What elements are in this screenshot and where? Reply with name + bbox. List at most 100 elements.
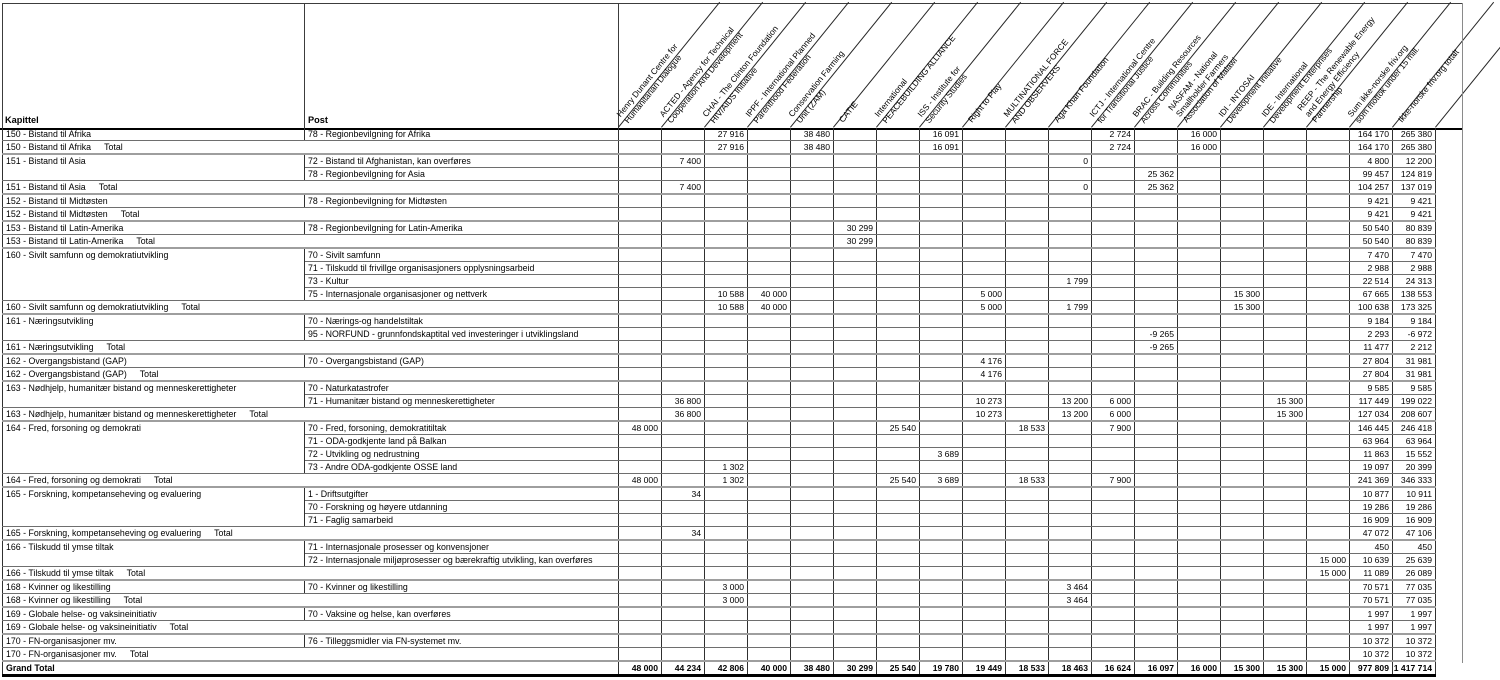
value-cell: 10 273 [962, 394, 1006, 408]
value-cell: 15 300 [1263, 394, 1307, 408]
value-cell [919, 314, 963, 328]
org-total-cell: 137 019 [1392, 180, 1436, 195]
value-cell: 3 689 [919, 447, 963, 461]
value-cell [919, 421, 963, 435]
subtotal-row: 170 - FN-organisasjoner mv. Total 10 372 10… [2, 647, 1436, 662]
value-cell [1263, 473, 1307, 488]
value-cell [1177, 421, 1221, 435]
sum-under-15-cell: 9 421 [1349, 207, 1393, 222]
value-cell [661, 128, 705, 141]
value-cell: 16 000 [1177, 140, 1221, 155]
value-cell [1134, 447, 1178, 461]
value-cell [1091, 300, 1135, 315]
sum-under-15-cell: 27 804 [1349, 354, 1393, 368]
table-row: 75 - Internasjonale organisasjoner og ne… [3, 287, 1436, 301]
value-cell [1091, 340, 1135, 355]
value-cell [833, 354, 877, 368]
value-cell [962, 180, 1006, 195]
value-cell [704, 434, 748, 448]
table-row: 169 - Globale helse- og vaksineinitiativ… [2, 607, 1436, 621]
value-cell [1048, 287, 1092, 301]
value-cell [704, 207, 748, 222]
value-cell [618, 487, 662, 501]
org-total-cell: 12 200 [1392, 154, 1436, 168]
post-cell: 76 - Tilleggsmidler via FN-systemet mv. [304, 634, 619, 648]
value-cell [1177, 407, 1221, 422]
value-cell [1134, 314, 1178, 328]
value-cell [747, 513, 791, 527]
value-cell [962, 513, 1006, 527]
value-cell [618, 248, 662, 262]
value-cell [876, 487, 920, 501]
org-column-header: Right to Play [965, 81, 1004, 125]
total-suffix: Total [126, 568, 146, 578]
value-cell [704, 248, 748, 262]
value-cell [747, 566, 791, 581]
table-row: 166 - Tilskudd til ymse tiltak 71 - Inter… [2, 540, 1436, 567]
value-cell [1263, 314, 1307, 328]
org-total-cell: 9 184 [1392, 314, 1436, 328]
sum-under-15-cell: 4 800 [1349, 154, 1393, 168]
value-cell [1005, 207, 1049, 222]
value-cell [661, 140, 705, 155]
value-cell [790, 314, 834, 328]
value-cell [1177, 540, 1221, 554]
post-cell: 1 - Driftsutgifter [304, 487, 619, 501]
value-cell [1220, 421, 1264, 435]
value-cell [1005, 487, 1049, 501]
value-cell [1091, 287, 1135, 301]
value-cell [661, 421, 705, 435]
kapittel-cell: 162 - Overgangsbistand (GAP) [2, 354, 305, 368]
value-cell [1091, 434, 1135, 448]
value-cell [833, 593, 877, 608]
value-cell [1306, 234, 1350, 249]
value-cell [618, 407, 662, 422]
post-cell: 78 - Regionbevilgning for Afrika [304, 128, 619, 141]
sum-under-15-cell: 50 540 [1349, 221, 1393, 235]
value-cell [1177, 314, 1221, 328]
value-cell [790, 340, 834, 355]
subtotal-label: 169 - Globale helse- og vaksineinitiativ… [2, 620, 619, 635]
value-cell [876, 354, 920, 368]
value-cell [833, 367, 877, 382]
value-cell [962, 540, 1006, 554]
value-cell: 18 533 [1005, 421, 1049, 435]
value-cell [919, 647, 963, 662]
kapittel-cell: 164 - Fred, forsoning og demokrati [2, 421, 305, 474]
subtotal-label: 165 - Forskning, kompetanseheving og eva… [2, 526, 619, 541]
subtotal-label: 150 - Bistand til Afrika Total [2, 140, 619, 155]
value-cell [1048, 367, 1092, 382]
post-cell: 71 - Faglig samarbeid [304, 513, 619, 527]
value-cell: 7 900 [1091, 473, 1135, 488]
value-cell [1177, 593, 1221, 608]
value-cell [919, 234, 963, 249]
value-cell [1220, 367, 1264, 382]
value-cell: 25 362 [1134, 167, 1178, 181]
value-cell [876, 128, 920, 141]
value-cell [1263, 500, 1307, 514]
total-suffix: Total [139, 369, 159, 379]
value-cell [1134, 500, 1178, 514]
value-cell [618, 634, 662, 648]
value-cell [790, 513, 834, 527]
value-cell [876, 566, 920, 581]
value-cell [1005, 261, 1049, 275]
org-total-cell: 80 839 [1392, 234, 1436, 249]
org-total-cell: 31 981 [1392, 354, 1436, 368]
value-cell [962, 607, 1006, 621]
value-cell [704, 526, 748, 541]
value-cell [833, 434, 877, 448]
value-cell [1048, 647, 1092, 662]
value-cell [1005, 340, 1049, 355]
value-cell [790, 394, 834, 408]
value-cell [661, 221, 705, 235]
value-cell [661, 620, 705, 635]
org-total-cell: 138 553 [1392, 287, 1436, 301]
value-cell [876, 540, 920, 554]
value-cell [790, 167, 834, 181]
org-total-cell: 124 819 [1392, 167, 1436, 181]
value-cell [1048, 421, 1092, 435]
value-cell: 5 000 [962, 287, 1006, 301]
value-cell [833, 154, 877, 168]
